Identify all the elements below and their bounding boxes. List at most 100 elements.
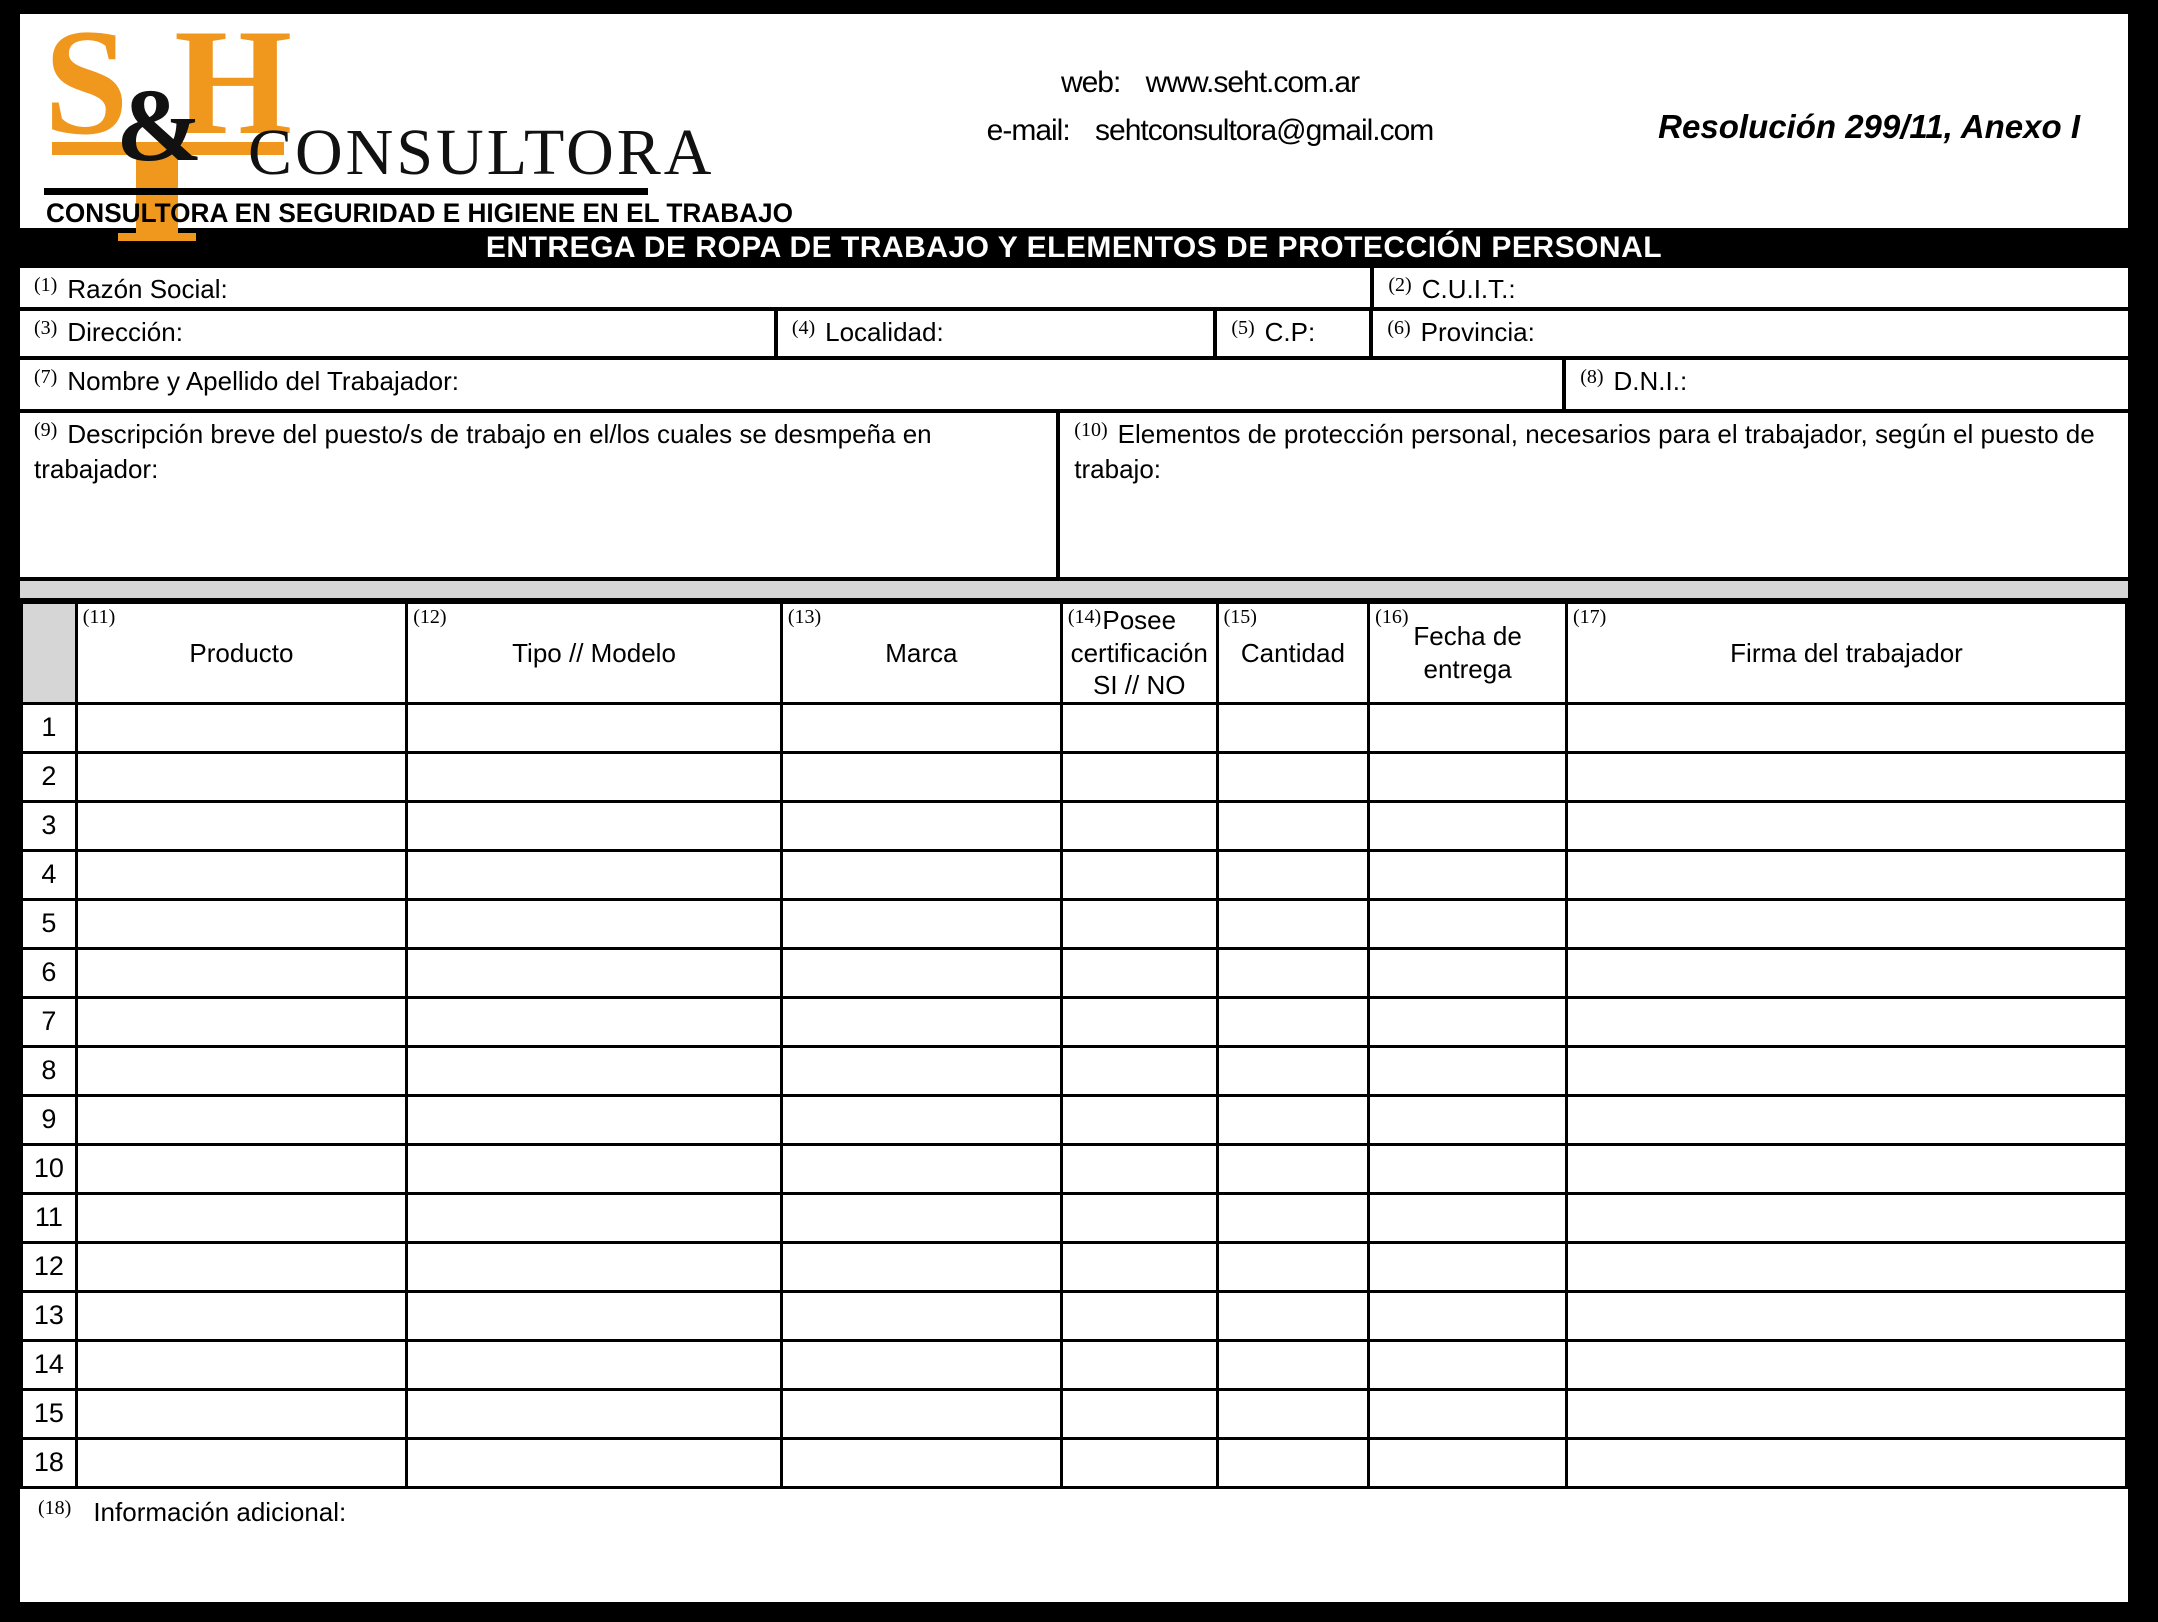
cell-tipo-modelo[interactable] <box>405 995 783 1048</box>
cell-fecha-entrega[interactable] <box>1367 1240 1569 1293</box>
cell-marca[interactable] <box>779 1387 1063 1440</box>
cell-cantidad[interactable] <box>1215 750 1371 803</box>
field-direccion[interactable]: (3) Dirección: <box>20 311 778 356</box>
field-localidad[interactable]: (4) Localidad: <box>778 311 1218 356</box>
cell-marca[interactable] <box>779 1044 1063 1097</box>
cell-marca[interactable] <box>779 946 1063 999</box>
cell-producto[interactable] <box>74 1093 409 1146</box>
cell-cantidad[interactable] <box>1215 1142 1371 1195</box>
cell-producto[interactable] <box>74 897 409 950</box>
cell-cantidad[interactable] <box>1215 946 1371 999</box>
cell-fecha-entrega[interactable] <box>1367 995 1569 1048</box>
cell-firma[interactable] <box>1565 1093 2128 1146</box>
field-descripcion-puesto[interactable]: (9) Descripción breve del puesto/s de tra… <box>20 413 1061 577</box>
cell-tipo-modelo[interactable] <box>405 1191 783 1244</box>
cell-marca[interactable] <box>779 848 1063 901</box>
cell-firma[interactable] <box>1565 799 2128 852</box>
cell-tipo-modelo[interactable] <box>405 1338 783 1391</box>
cell-cantidad[interactable] <box>1215 1338 1371 1391</box>
cell-producto[interactable] <box>74 995 409 1048</box>
cell-producto[interactable] <box>74 1142 409 1195</box>
cell-fecha-entrega[interactable] <box>1367 1338 1569 1391</box>
cell-firma[interactable] <box>1565 897 2128 950</box>
cell-tipo-modelo[interactable] <box>405 1044 783 1097</box>
cell-producto[interactable] <box>74 799 409 852</box>
field-informacion-adicional[interactable]: (18) Información adicional: <box>20 1489 2128 1603</box>
cell-tipo-modelo[interactable] <box>405 946 783 999</box>
cell-marca[interactable] <box>779 750 1063 803</box>
cell-firma[interactable] <box>1565 1240 2128 1293</box>
cell-producto[interactable] <box>74 1436 409 1489</box>
cell-certificacion[interactable] <box>1059 701 1219 754</box>
field-razon-social[interactable]: (1) Razón Social: <box>20 268 1375 307</box>
cell-certificacion[interactable] <box>1059 995 1219 1048</box>
cell-fecha-entrega[interactable] <box>1367 1436 1569 1489</box>
cell-cantidad[interactable] <box>1215 1240 1371 1293</box>
cell-cantidad[interactable] <box>1215 1093 1371 1146</box>
field-elementos-proteccion[interactable]: (10) Elementos de protección personal, ne… <box>1060 413 2128 577</box>
cell-certificacion[interactable] <box>1059 1436 1219 1489</box>
cell-tipo-modelo[interactable] <box>405 897 783 950</box>
cell-tipo-modelo[interactable] <box>405 1289 783 1342</box>
cell-tipo-modelo[interactable] <box>405 1387 783 1440</box>
cell-producto[interactable] <box>74 848 409 901</box>
cell-marca[interactable] <box>779 1289 1063 1342</box>
cell-certificacion[interactable] <box>1059 1338 1219 1391</box>
cell-certificacion[interactable] <box>1059 1240 1219 1293</box>
field-dni[interactable]: (8) D.N.I.: <box>1566 360 2128 409</box>
cell-producto[interactable] <box>74 701 409 754</box>
cell-marca[interactable] <box>779 799 1063 852</box>
cell-tipo-modelo[interactable] <box>405 1240 783 1293</box>
cell-certificacion[interactable] <box>1059 1093 1219 1146</box>
cell-certificacion[interactable] <box>1059 848 1219 901</box>
cell-firma[interactable] <box>1565 946 2128 999</box>
cell-cantidad[interactable] <box>1215 701 1371 754</box>
cell-certificacion[interactable] <box>1059 946 1219 999</box>
cell-certificacion[interactable] <box>1059 1191 1219 1244</box>
cell-producto[interactable] <box>74 1387 409 1440</box>
cell-fecha-entrega[interactable] <box>1367 848 1569 901</box>
cell-producto[interactable] <box>74 750 409 803</box>
cell-marca[interactable] <box>779 1191 1063 1244</box>
cell-certificacion[interactable] <box>1059 799 1219 852</box>
cell-firma[interactable] <box>1565 1436 2128 1489</box>
cell-firma[interactable] <box>1565 701 2128 754</box>
cell-marca[interactable] <box>779 1338 1063 1391</box>
cell-firma[interactable] <box>1565 848 2128 901</box>
cell-firma[interactable] <box>1565 1289 2128 1342</box>
cell-fecha-entrega[interactable] <box>1367 799 1569 852</box>
cell-fecha-entrega[interactable] <box>1367 897 1569 950</box>
cell-cantidad[interactable] <box>1215 1436 1371 1489</box>
cell-tipo-modelo[interactable] <box>405 750 783 803</box>
cell-firma[interactable] <box>1565 750 2128 803</box>
cell-certificacion[interactable] <box>1059 1142 1219 1195</box>
cell-marca[interactable] <box>779 1240 1063 1293</box>
cell-firma[interactable] <box>1565 1191 2128 1244</box>
cell-producto[interactable] <box>74 1240 409 1293</box>
cell-marca[interactable] <box>779 995 1063 1048</box>
cell-fecha-entrega[interactable] <box>1367 701 1569 754</box>
cell-tipo-modelo[interactable] <box>405 1142 783 1195</box>
field-provincia[interactable]: (6) Provincia: <box>1373 311 2128 356</box>
cell-marca[interactable] <box>779 897 1063 950</box>
cell-tipo-modelo[interactable] <box>405 1093 783 1146</box>
cell-firma[interactable] <box>1565 1338 2128 1391</box>
cell-fecha-entrega[interactable] <box>1367 1387 1569 1440</box>
cell-marca[interactable] <box>779 1093 1063 1146</box>
cell-fecha-entrega[interactable] <box>1367 946 1569 999</box>
cell-tipo-modelo[interactable] <box>405 799 783 852</box>
cell-producto[interactable] <box>74 1191 409 1244</box>
cell-cantidad[interactable] <box>1215 848 1371 901</box>
cell-firma[interactable] <box>1565 1387 2128 1440</box>
cell-fecha-entrega[interactable] <box>1367 1142 1569 1195</box>
cell-firma[interactable] <box>1565 995 2128 1048</box>
cell-cantidad[interactable] <box>1215 1044 1371 1097</box>
cell-certificacion[interactable] <box>1059 1044 1219 1097</box>
cell-tipo-modelo[interactable] <box>405 1436 783 1489</box>
cell-cantidad[interactable] <box>1215 1387 1371 1440</box>
cell-cantidad[interactable] <box>1215 1289 1371 1342</box>
cell-certificacion[interactable] <box>1059 750 1219 803</box>
cell-producto[interactable] <box>74 1044 409 1097</box>
cell-certificacion[interactable] <box>1059 897 1219 950</box>
cell-fecha-entrega[interactable] <box>1367 1289 1569 1342</box>
